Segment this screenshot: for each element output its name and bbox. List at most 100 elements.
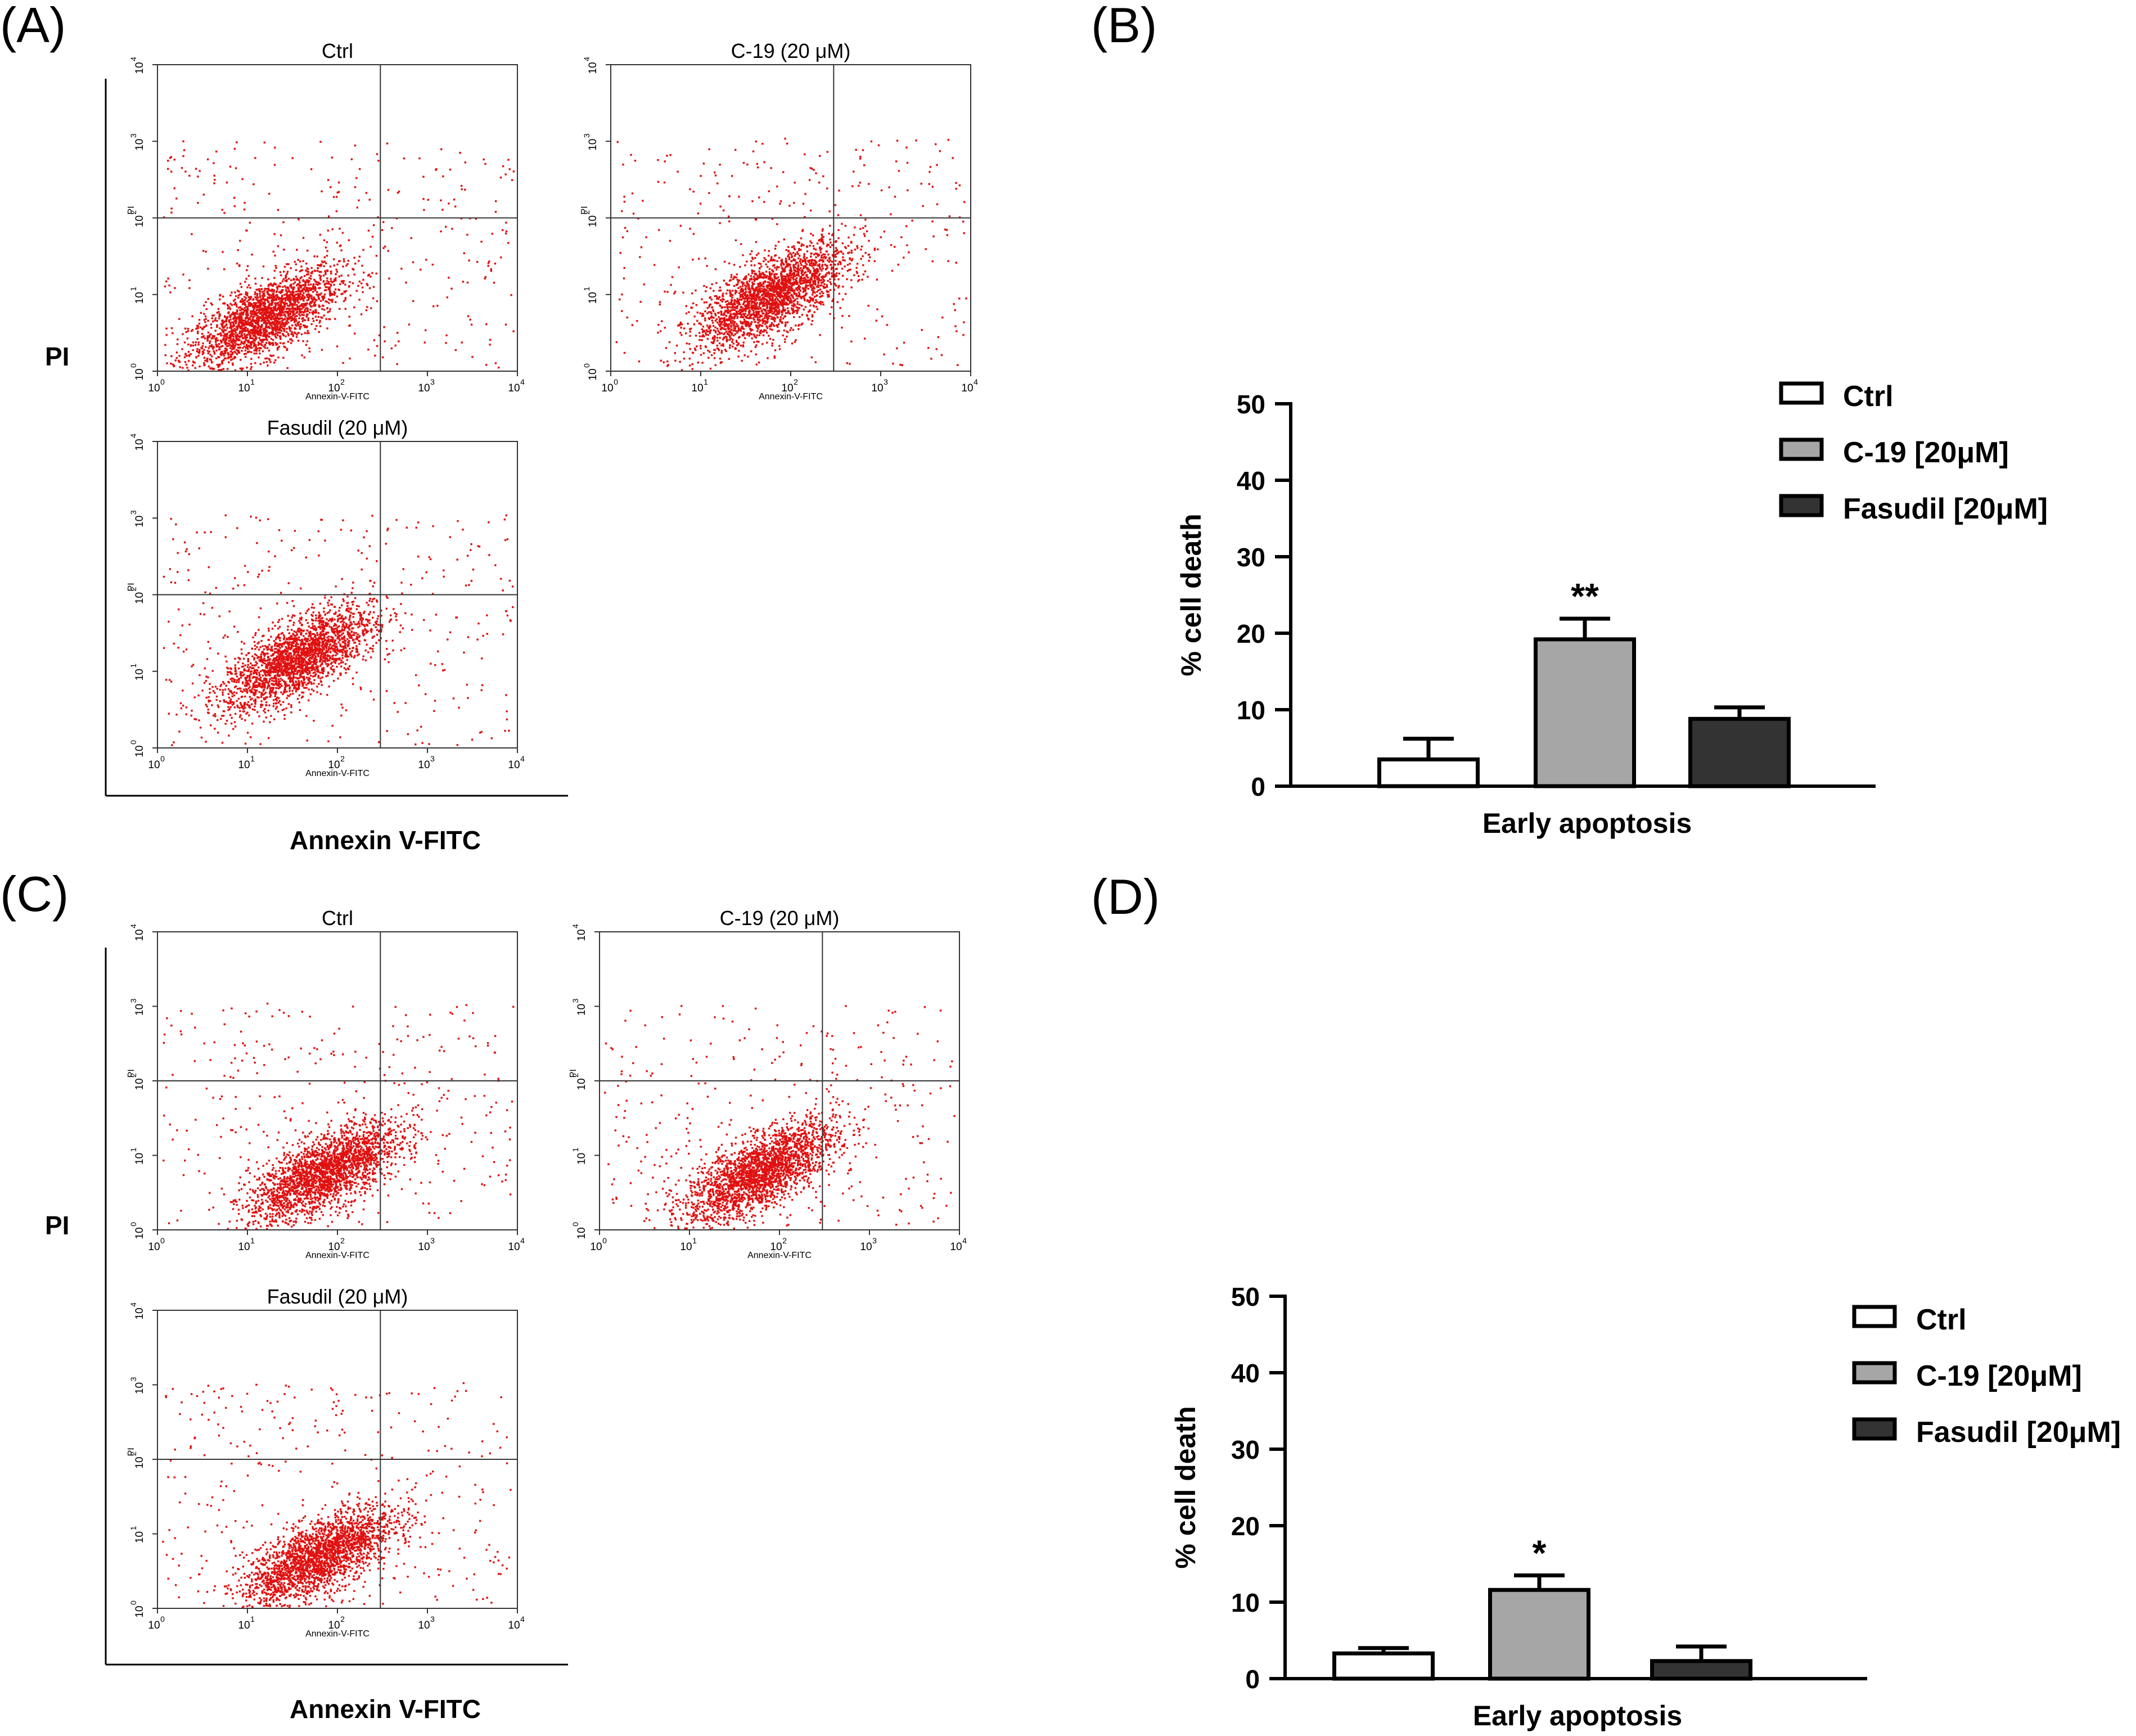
scatter-point: [734, 239, 737, 241]
scatter-point: [734, 307, 737, 309]
scatter-point: [423, 209, 425, 211]
scatter-point: [681, 323, 683, 326]
scatter-point: [289, 304, 291, 306]
scatter-point: [864, 225, 867, 227]
scatter-point: [247, 341, 250, 343]
scatter-point: [800, 323, 803, 326]
scatter-point: [494, 200, 497, 202]
scatter-point: [310, 289, 312, 291]
scatter-point: [335, 268, 337, 271]
scatter-point: [770, 290, 773, 292]
scatter-point: [336, 263, 339, 265]
scatter-point: [233, 303, 236, 306]
scatter-point: [713, 338, 716, 341]
scatter-point: [290, 291, 293, 294]
scatter-point: [250, 298, 252, 300]
scatter-point: [739, 313, 742, 315]
scatter-point: [271, 331, 273, 333]
scatter-point: [448, 277, 450, 279]
scatter-point: [199, 170, 201, 172]
scatter-point: [686, 342, 688, 345]
scatter-point: [292, 283, 295, 285]
scatter-point: [688, 311, 690, 313]
scatter-point: [197, 175, 199, 178]
scatter-point: [776, 316, 778, 318]
scatter-point: [767, 287, 769, 289]
scatter-point: [238, 314, 241, 316]
scatter-point: [252, 305, 254, 307]
scatter-point: [733, 309, 736, 312]
scatter-point: [778, 279, 781, 281]
scatter-point: [714, 172, 716, 174]
scatter-point: [731, 299, 733, 301]
scatter-point: [225, 342, 227, 344]
scatter-point: [255, 326, 257, 328]
scatter-point: [229, 344, 231, 346]
scatter-point: [174, 287, 176, 289]
scatter-point: [855, 267, 858, 269]
scatter-point: [818, 301, 820, 304]
scatter-point: [196, 338, 199, 340]
scatter-point: [903, 256, 905, 259]
scatter-point: [322, 305, 325, 307]
scatter-point: [740, 312, 742, 314]
scatter-point: [217, 333, 219, 336]
scatter-point: [775, 296, 778, 299]
scatter-point: [720, 344, 723, 346]
scatter-point: [235, 321, 237, 323]
scatter-point: [763, 300, 765, 302]
scatter-point: [263, 307, 265, 309]
scatter-point: [291, 332, 293, 335]
scatter-point: [767, 281, 769, 283]
scatter-point: [304, 332, 306, 334]
scatter-point: [303, 275, 306, 277]
scatter-point: [336, 270, 338, 273]
scatter-point: [791, 295, 794, 297]
x-tick-exponent: 2: [340, 377, 345, 386]
scatter-point: [820, 303, 822, 305]
scatter-point: [784, 325, 786, 327]
scatter-point: [255, 344, 257, 346]
scatter-point: [306, 313, 308, 315]
scatter-point: [829, 238, 831, 241]
scatter-point: [266, 291, 268, 293]
scatter-point: [238, 324, 241, 327]
scatter-point: [751, 250, 753, 252]
scatter-point: [255, 322, 257, 324]
scatter-point: [760, 298, 762, 301]
scatter-point: [700, 347, 702, 350]
scatter-point: [319, 283, 321, 285]
scatter-point: [287, 295, 290, 298]
scatter-point: [759, 272, 761, 274]
scatter-point: [265, 326, 268, 328]
scatter-point: [271, 310, 273, 313]
scatter-point: [245, 278, 247, 280]
plot-x-axis-label: Annexin-V-FITC: [305, 392, 369, 402]
scatter-point: [248, 323, 250, 325]
scatter-point: [229, 337, 232, 339]
scatter-point: [765, 276, 768, 278]
scatter-point: [769, 259, 772, 261]
scatter-point: [259, 303, 262, 306]
scatter-point: [210, 345, 213, 348]
scatter-point: [856, 272, 858, 274]
scatter-point: [306, 290, 308, 292]
scatter-point: [335, 288, 337, 291]
scatter-point: [475, 218, 477, 220]
scatter-point: [840, 251, 842, 253]
scatter-point: [229, 359, 232, 361]
scatter-point: [296, 305, 299, 308]
scatter-point: [741, 294, 743, 296]
scatter-point: [336, 196, 338, 198]
scatter-point: [730, 337, 732, 340]
scatter-point: [782, 292, 785, 295]
scatter-point: [260, 288, 263, 290]
scatter-point: [737, 313, 740, 315]
scatter-point: [436, 305, 439, 307]
scatter-point: [755, 254, 758, 256]
scatter-point: [257, 304, 259, 307]
scatter-point: [333, 294, 336, 296]
scatter-point: [229, 335, 232, 337]
scatter-point: [273, 299, 276, 301]
scatter-point: [325, 318, 327, 320]
